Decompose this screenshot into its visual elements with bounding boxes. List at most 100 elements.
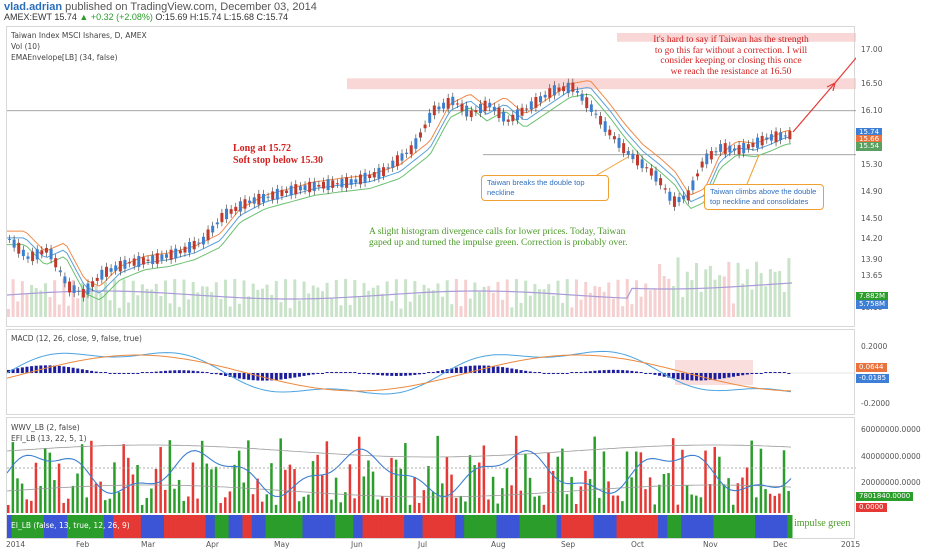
- volume-bar: [122, 279, 126, 317]
- wwv-axis[interactable]: 60000000.0000 40000000.0000 20000000.0000 7…: [855, 417, 932, 539]
- volume-bar: [635, 280, 638, 317]
- wwv-bar: [136, 464, 139, 513]
- wwv-bar: [514, 435, 518, 513]
- efi-legend[interactable]: EFI_LB (13, 22, 5, 1): [11, 434, 87, 443]
- candle-body: [515, 109, 519, 121]
- impulse-cell: [570, 515, 576, 538]
- candle-body: [391, 160, 395, 168]
- impulse-cell: [598, 515, 604, 538]
- candle-body: [529, 101, 533, 110]
- macd-histogram-bar: [219, 373, 223, 376]
- price-chart[interactable]: [7, 27, 856, 328]
- macd-histogram-bar: [473, 365, 477, 373]
- wwv-bar: [20, 483, 24, 513]
- wwv-bar: [768, 493, 772, 513]
- macd-histogram-bar: [584, 371, 588, 373]
- impulse-legend[interactable]: EI_LB (false, 13, true, 12, 26, 9): [11, 521, 130, 530]
- time-axis-label: Dec: [773, 540, 788, 549]
- wwv-bar: [436, 435, 439, 513]
- impulse-cell: [270, 515, 276, 538]
- candle-body: [308, 181, 312, 193]
- impulse-cell: [94, 515, 100, 538]
- macd-chart[interactable]: [7, 330, 856, 416]
- candle-body: [723, 143, 727, 154]
- volume-bar: [538, 289, 542, 317]
- volume-bar: [39, 290, 43, 317]
- price-axis[interactable]: 17.00 16.50 16.10 15.30 14.90 14.50 14.20 13.90…: [855, 26, 932, 327]
- wwv-efi-pane[interactable]: WWV_LB (2, false) EFI_LB (13, 22, 5, 1) …: [6, 417, 856, 540]
- volume-bar: [616, 279, 620, 317]
- impulse-cell: [362, 515, 368, 538]
- wwv-bar: [579, 486, 583, 513]
- volume-bar: [353, 280, 357, 317]
- volume-bar: [598, 286, 602, 317]
- price-pane[interactable]: Taiwan Index MSCI Ishares, D, AMEX Vol (…: [6, 26, 856, 328]
- candle-body: [672, 196, 676, 207]
- time-axis-label: 2015: [841, 540, 861, 549]
- macd-axis-value-tag: -0.0185: [856, 374, 890, 383]
- macd-histogram-bar: [478, 365, 481, 373]
- symbol-label[interactable]: AMEX:EWT: [4, 12, 52, 22]
- volume-bar: [718, 275, 722, 317]
- macd-histogram-bar: [681, 373, 685, 380]
- wwv-bar: [131, 474, 135, 513]
- price-axis-value-tag: 7.882M: [856, 292, 889, 301]
- macd-histogram-bar: [676, 373, 680, 380]
- volume-bar: [630, 304, 634, 317]
- volume-bar: [136, 295, 140, 317]
- candle-body: [774, 131, 778, 143]
- candle-body: [54, 258, 58, 268]
- macd-histogram-bar: [297, 373, 301, 377]
- wwv-bar: [598, 497, 601, 513]
- candle-body: [705, 153, 709, 165]
- vol-legend[interactable]: Vol (10): [11, 42, 41, 51]
- impulse-cell: [514, 515, 521, 538]
- efi-line: [7, 448, 792, 498]
- impulse-cell: [99, 515, 105, 538]
- wwv-bar: [565, 494, 569, 513]
- wwv-bar: [736, 483, 740, 513]
- wwv-efi-chart[interactable]: [7, 418, 856, 540]
- candle-body: [405, 152, 409, 155]
- time-axis[interactable]: 2014 Feb Mar Apr May Jun Jul Aug Sep Oct Nov Dec 201…: [6, 539, 860, 550]
- wwv-bar: [662, 473, 666, 513]
- volume-bar: [782, 291, 786, 317]
- macd-histogram-bar: [224, 373, 228, 376]
- candle-body: [289, 185, 293, 196]
- volume-bar: [399, 308, 403, 317]
- macd-legend[interactable]: MACD (12, 26, close, 9, false, true): [11, 334, 142, 343]
- macd-pane[interactable]: MACD (12, 26, close, 9, false, true): [6, 329, 856, 416]
- volume-bar: [321, 291, 324, 317]
- macd-histogram-bar: [422, 373, 426, 374]
- wwv-bar: [547, 453, 550, 513]
- volume-bar: [200, 286, 204, 317]
- impulse-cell: [602, 515, 608, 538]
- wwv-bar: [307, 494, 310, 513]
- wwv-bar: [533, 496, 536, 513]
- wwv-bar: [727, 478, 730, 513]
- candle-body: [594, 113, 598, 115]
- macd-histogram-bar: [778, 372, 782, 373]
- macd-histogram-bar: [787, 373, 791, 374]
- envelope-legend[interactable]: EMAEnvelope[LB] (34, false): [11, 53, 118, 62]
- impulse-cell: [168, 515, 174, 538]
- macd-histogram-bar: [108, 373, 112, 374]
- macd-histogram-bar: [288, 373, 292, 379]
- macd-histogram-bar: [62, 366, 66, 373]
- volume-bar: [685, 271, 689, 317]
- macd-axis[interactable]: 0.2000 -0.2000 0.0644 -0.0185: [855, 329, 932, 415]
- candle-body: [303, 185, 307, 191]
- impulse-cell: [297, 515, 304, 538]
- volume-bar: [667, 278, 671, 317]
- candle-body: [95, 277, 99, 281]
- impulse-cell: [510, 515, 516, 538]
- macd-histogram-bar: [385, 373, 389, 376]
- wwv-legend[interactable]: WWV_LB (2, false): [11, 423, 80, 432]
- candle-body: [354, 179, 358, 183]
- volume-bar: [519, 302, 523, 317]
- author-link[interactable]: vlad.adrian: [4, 1, 63, 13]
- candle-body: [72, 285, 76, 293]
- impulse-cell: [722, 515, 728, 538]
- macd-histogram-bar: [127, 373, 131, 374]
- macd-histogram-bar: [265, 373, 269, 381]
